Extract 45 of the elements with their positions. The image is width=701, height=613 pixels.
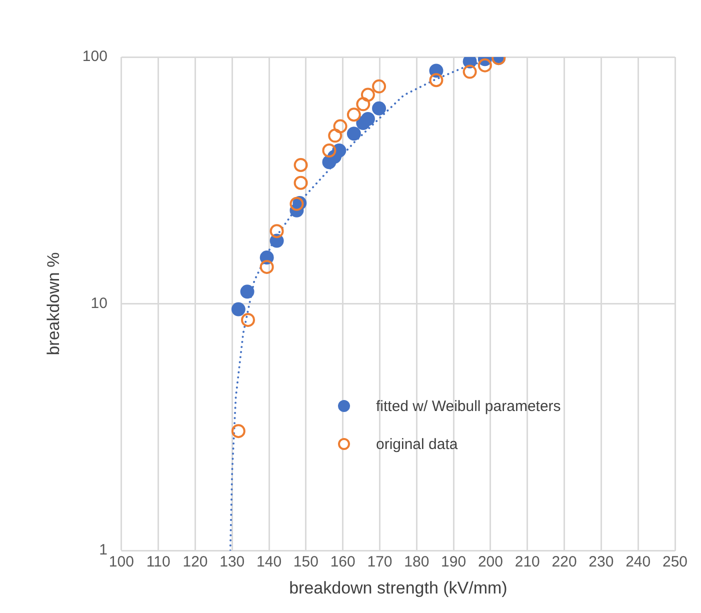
point bbox=[346, 126, 361, 141]
x-tick-label: 140 bbox=[256, 554, 282, 571]
x-tick-label: 120 bbox=[182, 554, 208, 571]
x-tick-label: 160 bbox=[330, 554, 356, 571]
legend-label: fitted w/ Weibull parameters bbox=[376, 398, 561, 414]
point bbox=[462, 64, 477, 79]
legend-label: original data bbox=[376, 436, 458, 452]
x-tick-label: 230 bbox=[588, 554, 614, 571]
point bbox=[260, 260, 274, 274]
point bbox=[294, 158, 308, 172]
point bbox=[322, 143, 336, 158]
point bbox=[328, 128, 342, 143]
x-tick-label: 110 bbox=[146, 554, 170, 571]
x-tick-label: 150 bbox=[293, 554, 318, 571]
point bbox=[231, 424, 246, 438]
point bbox=[360, 112, 375, 126]
x-tick-label: 180 bbox=[404, 554, 430, 571]
point bbox=[294, 176, 308, 190]
point bbox=[429, 73, 444, 88]
x-tick-label: 190 bbox=[441, 554, 466, 571]
point bbox=[241, 312, 256, 327]
point bbox=[290, 196, 304, 211]
x-tick-label: 100 bbox=[108, 554, 134, 571]
point bbox=[346, 108, 361, 122]
point bbox=[240, 284, 254, 299]
x-tick-label: 220 bbox=[552, 554, 577, 571]
point bbox=[372, 79, 386, 94]
point bbox=[478, 58, 492, 72]
point bbox=[372, 101, 386, 116]
x-tick-label: 240 bbox=[626, 554, 651, 571]
point bbox=[356, 97, 370, 112]
y-tick-label: 1 bbox=[99, 542, 108, 559]
x-tick-label: 210 bbox=[514, 554, 540, 571]
point bbox=[270, 224, 284, 238]
x-tick-label: 130 bbox=[220, 554, 245, 571]
point bbox=[333, 119, 348, 134]
x-tick-label: 250 bbox=[662, 554, 688, 571]
y-tick-label: 10 bbox=[90, 294, 108, 312]
point bbox=[360, 88, 375, 102]
x-axis-title: breakdown strength (kV/mm) bbox=[289, 578, 508, 598]
y-axis-title: breakdown % bbox=[44, 252, 63, 356]
x-tick-label: 200 bbox=[478, 554, 503, 571]
point bbox=[231, 302, 246, 316]
y-tick-label: 100 bbox=[82, 48, 108, 66]
x-tick-label: 170 bbox=[367, 554, 392, 571]
